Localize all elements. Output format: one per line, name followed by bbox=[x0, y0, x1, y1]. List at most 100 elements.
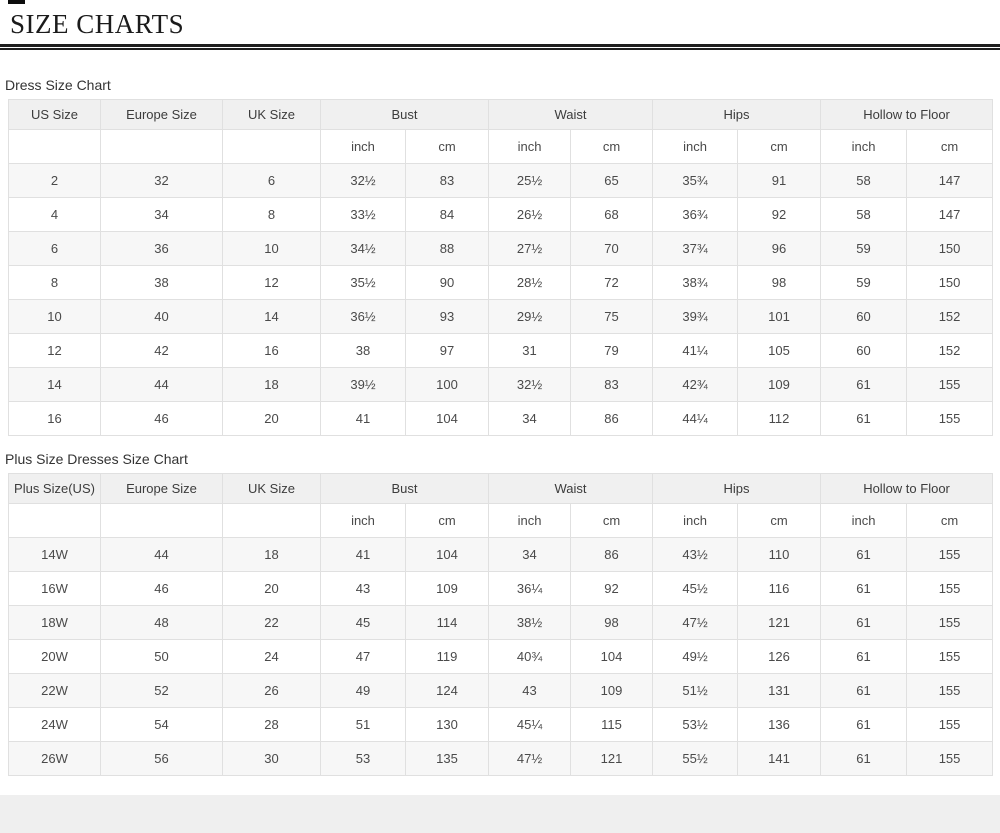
table-cell: 96 bbox=[737, 231, 822, 266]
table-cell: 115 bbox=[570, 707, 654, 742]
table-cell: 155 bbox=[906, 639, 994, 674]
table-cell: 131 bbox=[737, 673, 822, 708]
table-row: 10 40 14 36½ 93 29½ 75 39¾ 101 60 152 bbox=[8, 299, 994, 334]
dress-table-body: 2 32 6 32½ 83 25½ 65 35¾ 91 58 147 4 34 8 33½ 84 26½ 68 36… bbox=[8, 163, 994, 436]
table-cell: 27½ bbox=[488, 231, 572, 266]
table-cell: 155 bbox=[906, 741, 994, 776]
table-cell: 70 bbox=[570, 231, 654, 266]
table-cell: 141 bbox=[737, 741, 822, 776]
table-cell: 4 bbox=[8, 197, 101, 232]
table-cell: 45 bbox=[320, 605, 406, 640]
table-cell: 92 bbox=[737, 197, 822, 232]
table-cell: 38½ bbox=[488, 605, 572, 640]
table-cell: 49 bbox=[320, 673, 406, 708]
table-cell: 49½ bbox=[652, 639, 739, 674]
table-cell: 126 bbox=[737, 639, 822, 674]
unit-cell: inch bbox=[820, 129, 908, 164]
table-cell: 124 bbox=[404, 673, 490, 708]
table-cell: 65 bbox=[570, 163, 654, 198]
plus-chart-caption: Plus Size Dresses Size Chart bbox=[5, 451, 188, 467]
table-cell: 152 bbox=[906, 333, 994, 368]
page-header: SIZE CHARTS bbox=[0, 0, 1000, 39]
table-cell: 53½ bbox=[652, 707, 739, 742]
table-cell: 54 bbox=[100, 707, 223, 742]
table-cell: 91 bbox=[737, 163, 822, 198]
table-cell: 18 bbox=[222, 367, 321, 402]
empty-cell bbox=[8, 503, 101, 538]
table-cell: 2 bbox=[8, 163, 101, 198]
table-cell: 34 bbox=[488, 401, 572, 436]
table-cell: 114 bbox=[404, 605, 490, 640]
table-cell: 98 bbox=[570, 605, 654, 640]
table-cell: 6 bbox=[222, 163, 321, 198]
table-cell: 42 bbox=[100, 333, 223, 368]
unit-cell: cm bbox=[737, 129, 822, 164]
table-cell: 47 bbox=[320, 639, 406, 674]
table-cell: 22W bbox=[8, 673, 101, 708]
plus-table-body: 14W 44 18 41 104 34 86 43½ 110 61 155 16W 46 20 43 109 3… bbox=[8, 537, 994, 776]
table-cell: 12 bbox=[222, 265, 321, 300]
table-cell: 61 bbox=[820, 741, 908, 776]
table-cell: 6 bbox=[8, 231, 101, 266]
table-cell: 88 bbox=[404, 231, 490, 266]
table-cell: 150 bbox=[906, 265, 994, 300]
table-cell: 14 bbox=[222, 299, 321, 334]
table-cell: 42¾ bbox=[652, 367, 739, 402]
table-cell: 30 bbox=[222, 741, 321, 776]
table-cell: 155 bbox=[906, 571, 994, 606]
table-cell: 44 bbox=[100, 367, 223, 402]
column-header-bust: Bust bbox=[319, 473, 490, 504]
table-cell: 105 bbox=[737, 333, 822, 368]
table-cell: 45¼ bbox=[488, 707, 572, 742]
column-header-hips: Hips bbox=[652, 99, 822, 130]
table-cell: 121 bbox=[570, 741, 654, 776]
table-cell: 55½ bbox=[652, 741, 739, 776]
table-cell: 109 bbox=[737, 367, 822, 402]
plus-header-row: Plus Size(US) Europe Size UK Size Bust W… bbox=[8, 473, 994, 504]
table-cell: 16 bbox=[222, 333, 321, 368]
table-row: 2 32 6 32½ 83 25½ 65 35¾ 91 58 147 bbox=[8, 163, 994, 198]
table-cell: 16 bbox=[8, 401, 101, 436]
table-cell: 51½ bbox=[652, 673, 739, 708]
table-cell: 44 bbox=[100, 537, 223, 572]
table-cell: 60 bbox=[820, 333, 908, 368]
column-header-plus-size-us: Plus Size(US) bbox=[8, 473, 101, 504]
unit-cell: inch bbox=[320, 503, 406, 538]
empty-cell bbox=[100, 503, 223, 538]
table-cell: 110 bbox=[737, 537, 822, 572]
table-cell: 61 bbox=[820, 571, 908, 606]
unit-cell: inch bbox=[488, 503, 572, 538]
table-cell: 79 bbox=[570, 333, 654, 368]
table-cell: 147 bbox=[906, 197, 994, 232]
table-cell: 130 bbox=[404, 707, 490, 742]
table-cell: 58 bbox=[820, 163, 908, 198]
table-row: 22W 52 26 49 124 43 109 51½ 131 61 155 bbox=[8, 673, 994, 708]
table-cell: 59 bbox=[820, 265, 908, 300]
empty-cell bbox=[222, 503, 321, 538]
table-cell: 10 bbox=[222, 231, 321, 266]
table-cell: 109 bbox=[404, 571, 490, 606]
table-cell: 34 bbox=[488, 537, 572, 572]
table-cell: 14W bbox=[8, 537, 101, 572]
empty-cell bbox=[8, 129, 101, 164]
column-header-hollow-to-floor: Hollow to Floor bbox=[820, 99, 994, 130]
table-cell: 34 bbox=[100, 197, 223, 232]
table-cell: 147 bbox=[906, 163, 994, 198]
table-cell: 98 bbox=[737, 265, 822, 300]
column-header-uk-size: UK Size bbox=[222, 473, 321, 504]
table-cell: 43 bbox=[488, 673, 572, 708]
table-cell: 36¼ bbox=[488, 571, 572, 606]
table-cell: 26 bbox=[222, 673, 321, 708]
table-cell: 116 bbox=[737, 571, 822, 606]
table-cell: 44¼ bbox=[652, 401, 739, 436]
unit-cell: inch bbox=[320, 129, 406, 164]
table-cell: 112 bbox=[737, 401, 822, 436]
table-cell: 152 bbox=[906, 299, 994, 334]
table-cell: 52 bbox=[100, 673, 223, 708]
table-cell: 22 bbox=[222, 605, 321, 640]
table-cell: 38 bbox=[100, 265, 223, 300]
table-cell: 36½ bbox=[320, 299, 406, 334]
unit-cell: cm bbox=[404, 129, 490, 164]
table-cell: 155 bbox=[906, 707, 994, 742]
column-header-waist: Waist bbox=[488, 99, 654, 130]
